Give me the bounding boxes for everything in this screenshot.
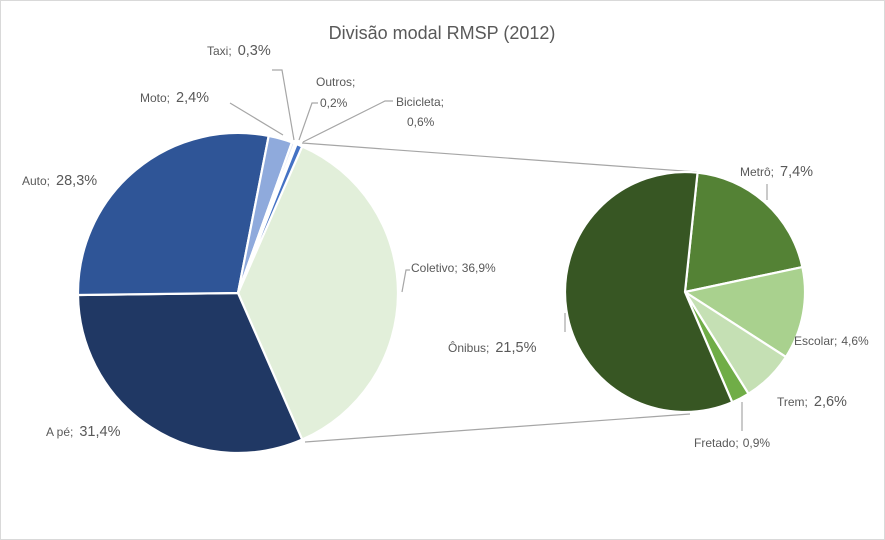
leader-line-moto <box>229 102 284 136</box>
pie-slice-escolar <box>683 265 807 359</box>
pie-slice-a-pe <box>76 291 304 455</box>
connector-line-top <box>301 142 698 173</box>
data-label-auto: Auto; 28,3% <box>22 173 97 189</box>
secondary-pie <box>563 170 807 414</box>
data-label-a-pe: A pé; 31,4% <box>46 424 121 440</box>
pie-slice-auto <box>76 131 270 297</box>
connector-line-bottom <box>304 413 691 443</box>
leader-line-outros <box>298 102 318 141</box>
pie-slice-onibus <box>563 170 734 414</box>
data-label-moto: Moto; 2,4% <box>140 90 209 106</box>
data-label-onibus: Ônibus; 21,5% <box>448 340 537 356</box>
leader-line-bicicleta <box>302 100 393 143</box>
data-label-coletivo: Coletivo; 36,9% <box>411 261 496 275</box>
pie-slice-bicicleta <box>236 143 304 295</box>
data-label-fretado: Fretado; 0,9% <box>694 436 770 450</box>
pie-slice-metro <box>683 171 804 294</box>
data-label-escolar: Escolar; 4,6% <box>794 334 869 348</box>
data-label-metro: Metrô; 7,4% <box>740 164 813 180</box>
pie-slice-coletivo <box>236 145 400 441</box>
data-label-trem: Trem; 2,6% <box>777 394 847 410</box>
primary-pie <box>76 131 400 455</box>
leader-line-taxi <box>272 69 295 141</box>
data-label-outros-value: 0,2% <box>320 96 348 110</box>
leader-line-coletivo <box>401 269 410 293</box>
data-label-taxi: Taxi; 0,3% <box>207 43 271 59</box>
data-label-bicicleta-value: 0,6% <box>407 115 435 129</box>
chart-title: Divisão modal RMSP (2012) <box>329 23 556 43</box>
data-label-bicicleta-name: Bicicleta; <box>396 95 444 109</box>
data-label-outros-name: Outros; <box>316 75 355 89</box>
